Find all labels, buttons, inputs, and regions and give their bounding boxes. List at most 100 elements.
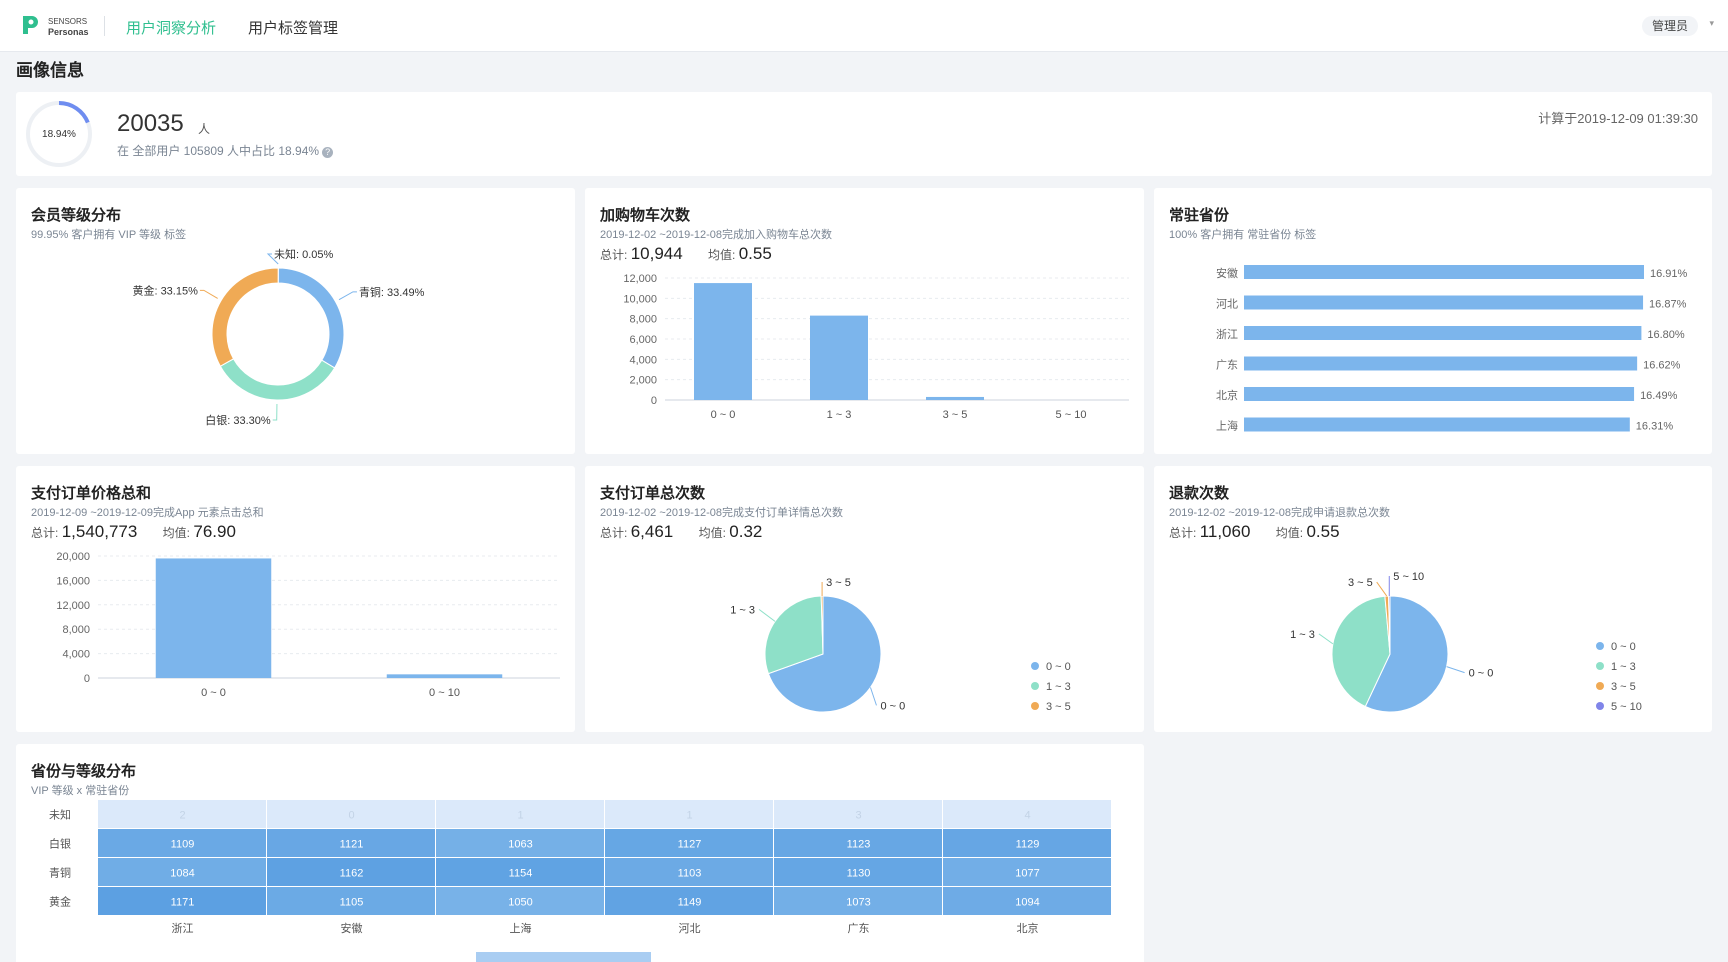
heatmap-value: 1073: [846, 897, 870, 909]
heatmap-value: 1077: [1015, 868, 1039, 880]
heatmap-value: 1130: [847, 868, 871, 880]
y-tick-label-6: 12,000: [623, 273, 657, 285]
pie-label-3: 5 ~ 10: [1393, 571, 1424, 583]
pie-slice-0: [1364, 595, 1449, 713]
card-subtitle: 100% 客户拥有 常驻省份 标签: [1169, 229, 1317, 241]
logo-line2: Personas: [48, 27, 89, 37]
pie-label-2: 3 ~ 5: [1348, 577, 1373, 589]
heatmap-value: 1063: [508, 839, 532, 851]
card-province-level-heatmap: 省份与等级分布 VIP 等级 x 常驻省份 未知 2 0 1 1 3 4 白银 1109 1121…: [16, 744, 1144, 962]
heatmap-value: 1162: [340, 868, 364, 880]
col-label-5: 北京: [1017, 921, 1039, 935]
legend-label-0: 0 ~ 0: [1046, 661, 1071, 673]
value-label-2: 16.80%: [1647, 329, 1685, 341]
category-label-3: 广东: [1216, 359, 1238, 372]
avg-value: 0.55: [738, 244, 772, 263]
hbar-0: [1244, 265, 1644, 279]
card-title: 支付订单总次数: [600, 485, 706, 502]
heatmap-cell: [943, 858, 1111, 886]
vip-donut-chart: 未知: 0.05% 青铜: 33.49% 白银: 33.30% 黄金: 33.15%: [132, 248, 424, 427]
y-tick-label-4: 8,000: [629, 314, 657, 326]
avg-value: 0.55: [1306, 522, 1340, 541]
hbar-5: [1244, 417, 1630, 432]
province-bar-chart: 安徽 16.91% 河北 16.87% 浙江 16.80% 广东 16.62% 北京 16.49%…: [1216, 265, 1688, 433]
total-label: 总计:: [600, 526, 628, 540]
sensors-logo-icon[interactable]: [20, 14, 40, 36]
heatmap-cell: [774, 800, 942, 828]
pie-leader-2: [1376, 581, 1388, 597]
user-count: 20035: [117, 110, 184, 137]
legend-marker-3: [1596, 702, 1604, 710]
pie-label-0: 0 ~ 0: [1469, 668, 1494, 680]
card-pay-count: 支付订单总次数 2019-12-02 ~2019-12-08完成支付订单详情总次…: [585, 466, 1144, 732]
category-label-2: 浙江: [1216, 328, 1238, 341]
legend-marker-1: [1031, 682, 1039, 690]
ratio-ring-label: 18.94%: [42, 129, 76, 140]
calc-time: 计算于2019-12-09 01:39:30: [1538, 111, 1698, 126]
chevron-down-icon[interactable]: ▾: [1709, 18, 1714, 28]
summary-card: 18.94% 20035 人 在 全部用户 105809 人中占比 18.94%…: [16, 92, 1712, 176]
x-tick-label-0: 0 ~ 0: [711, 409, 736, 421]
heatmap-value: 0: [348, 810, 354, 822]
hbar-3: [1244, 356, 1638, 371]
col-label-0: 浙江: [172, 922, 194, 935]
heatmap-value: 1123: [847, 839, 871, 851]
logo-line1: SENSORS: [48, 17, 88, 26]
category-label-5: 上海: [1216, 419, 1238, 433]
x-tick-label-3: 5 ~ 10: [1056, 409, 1087, 421]
col-label-3: 河北: [679, 922, 701, 935]
category-label-1: 河北: [1216, 298, 1238, 311]
help-icon[interactable]: ?: [322, 147, 334, 158]
heatmap-value: 1: [686, 810, 692, 822]
nav-divider: [104, 16, 105, 36]
card-title: 常驻省份: [1169, 207, 1230, 224]
pie-label-0: 0 ~ 0: [880, 700, 905, 712]
heatmap-cell: [267, 887, 435, 915]
pie-label-1: 1 ~ 3: [730, 604, 755, 616]
heatmap-cell: [774, 887, 942, 915]
ratio-ring-arc: [26, 101, 92, 167]
hbar-1: [1244, 295, 1644, 310]
bar-2: [926, 396, 984, 400]
value-label-0: 16.91%: [1650, 268, 1688, 280]
user-menu[interactable]: 管理员: [1641, 16, 1698, 36]
top-nav-bar: SENSORS Personas 用户洞察分析 用户标签管理 管理员 ▾: [0, 0, 1728, 52]
card-stats: 总计: 10,944 均值: 0.55: [600, 244, 772, 264]
y-tick-label-2: 8,000: [62, 624, 90, 636]
card-pay-sum: 支付订单价格总和 2019-12-09 ~2019-12-09完成App 元素点…: [16, 466, 575, 732]
donut-slice-2: [219, 358, 336, 401]
card-add-to-cart: 加购物车次数 2019-12-02 ~2019-12-08完成加入购物车总次数 …: [585, 188, 1144, 454]
y-tick-label-3: 12,000: [56, 600, 90, 612]
heatmap-value: 1149: [678, 897, 702, 909]
heatmap-cell: [267, 829, 435, 857]
x-tick-label-2: 3 ~ 5: [943, 409, 968, 421]
card-stats: 总计: 1,540,773 均值: 76.90: [31, 522, 236, 542]
nav-user-insight[interactable]: 用户洞察分析: [126, 20, 217, 37]
province-level-heatmap: 未知 2 0 1 1 3 4 白银 1109 1121 1063 1127 1123 1129 青铜 1084…: [49, 800, 1111, 962]
y-tick-label-0: 0: [84, 673, 90, 685]
heatmap-value: 4: [1024, 810, 1030, 822]
heatmap-value: 1109: [171, 839, 195, 851]
value-label-5: 16.31%: [1636, 421, 1674, 433]
y-tick-label-2: 4,000: [629, 354, 657, 366]
heatmap-value: 1154: [509, 868, 533, 880]
heatmap-cell: [436, 829, 604, 857]
col-label-2: 上海: [510, 921, 532, 935]
heatmap-cell: [774, 829, 942, 857]
heatmap-cell: [605, 829, 773, 857]
avg-label: 均值:: [698, 526, 726, 540]
donut-slice-3: [211, 267, 279, 367]
user-count-unit: 人: [198, 122, 211, 136]
total-label: 总计:: [600, 248, 628, 262]
pie-slice-0: [767, 595, 882, 713]
total-value: 11,060: [1199, 522, 1251, 541]
heatmap-cell: [943, 829, 1111, 857]
donut-label-3: 黄金: 33.15%: [132, 283, 198, 297]
card-subtitle: 2019-12-02 ~2019-12-08完成申请退款总次数: [1169, 507, 1391, 519]
heatmap-cell: [943, 800, 1111, 828]
nav-user-tag-management[interactable]: 用户标签管理: [248, 20, 339, 37]
legend-label-3: 5 ~ 10: [1611, 701, 1642, 713]
heatmap-cell: [605, 800, 773, 828]
avg-value: 0.32: [729, 522, 763, 541]
heatmap-cell: [98, 829, 266, 857]
